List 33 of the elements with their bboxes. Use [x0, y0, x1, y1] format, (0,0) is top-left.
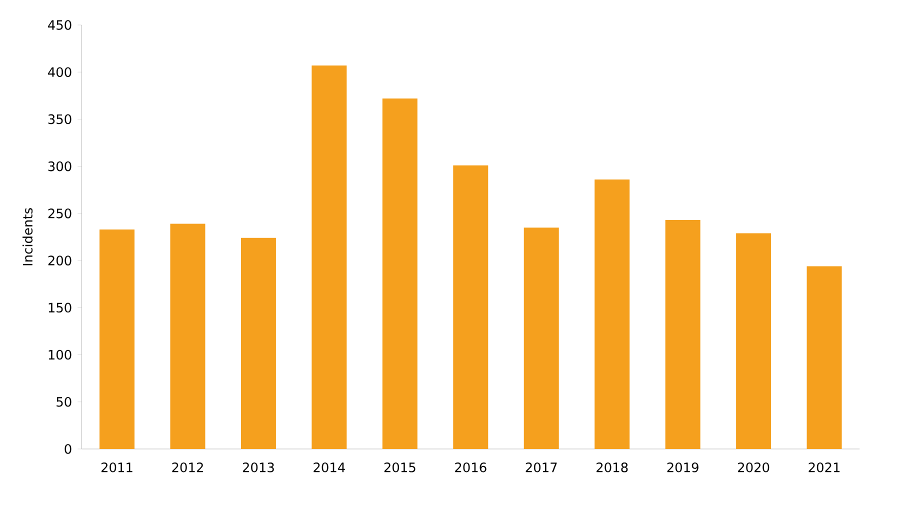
bar [594, 180, 630, 449]
x-tick-label: 2011 [101, 462, 132, 472]
x-tick-label: 2021 [808, 462, 840, 472]
bar [312, 66, 347, 449]
x-tick-label: 2016 [455, 462, 486, 472]
y-tick-label: 450 [48, 20, 72, 30]
y-tick-label: 150 [48, 302, 72, 313]
x-tick-label: 2015 [384, 462, 416, 472]
y-tick-label: 100 [48, 350, 72, 360]
bar [453, 165, 488, 449]
x-tick-label: 2018 [596, 462, 628, 472]
x-tick-label: 2012 [172, 462, 203, 472]
bar [806, 266, 842, 449]
bar [170, 224, 206, 449]
x-tick-label: 2013 [242, 462, 274, 472]
x-tick-label: 2019 [667, 462, 698, 472]
x-tick-label: 2017 [526, 462, 557, 472]
y-tick-label: 400 [48, 67, 72, 77]
y-axis-title: Incidents [22, 208, 33, 266]
x-tick-label: 2014 [314, 462, 345, 472]
bar [240, 238, 276, 449]
bar [524, 228, 559, 449]
bar [665, 220, 700, 449]
y-tick-label: 0 [64, 444, 72, 454]
y-tick-label: 250 [48, 208, 72, 218]
bar [100, 229, 135, 449]
y-tick-label: 50 [56, 396, 72, 407]
y-tick-label: 300 [48, 161, 72, 172]
x-tick-label: 2020 [738, 462, 770, 472]
bar [736, 233, 772, 449]
y-tick-label: 350 [48, 114, 72, 124]
y-tick-label: 200 [48, 256, 72, 266]
bar [382, 98, 418, 449]
